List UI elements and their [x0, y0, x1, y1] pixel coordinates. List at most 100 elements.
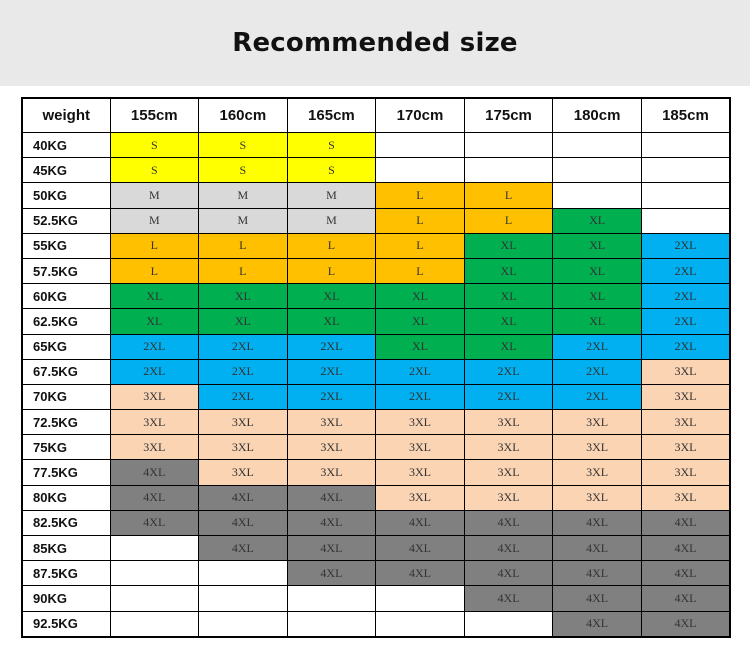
- size-cell: 3XL: [109, 409, 200, 436]
- table-row: 90KG 4XL 4XL 4XL: [21, 585, 731, 612]
- size-cell: XL: [552, 257, 642, 285]
- weight-cell: 87.5KG: [21, 560, 111, 587]
- size-cell: 3XL: [375, 484, 465, 511]
- size-cell: XL: [463, 308, 554, 335]
- size-cell: 4XL: [552, 534, 642, 562]
- table-row: 57.5KG L L L L XL XL 2XL: [21, 257, 731, 285]
- size-cell: [286, 585, 377, 612]
- title-banner: Recommended size: [0, 0, 750, 86]
- table-row: 55KG L L L L XL XL 2XL: [21, 232, 731, 259]
- size-cell: 2XL: [463, 383, 554, 411]
- size-cell: 3XL: [552, 459, 642, 486]
- weight-cell: 80KG: [21, 484, 111, 511]
- size-cell: [375, 131, 465, 159]
- size-cell: 2XL: [552, 383, 642, 411]
- size-cell: XL: [552, 232, 642, 259]
- size-cell: L: [286, 257, 377, 285]
- size-cell: 4XL: [552, 585, 642, 612]
- size-cell: XL: [463, 333, 554, 360]
- page-title: Recommended size: [232, 28, 518, 58]
- size-cell: 4XL: [286, 509, 377, 537]
- size-cell: L: [463, 182, 554, 209]
- weight-cell: 62.5KG: [21, 308, 111, 335]
- weight-cell: 72.5KG: [21, 409, 111, 436]
- size-cell: 3XL: [463, 409, 554, 436]
- size-cell: L: [375, 182, 465, 209]
- column-header-height: 165cm: [286, 97, 377, 133]
- size-cell: 4XL: [109, 484, 200, 511]
- size-cell: L: [198, 257, 288, 285]
- size-cell: 2XL: [552, 333, 642, 360]
- size-cell: 4XL: [552, 560, 642, 587]
- size-cell: 3XL: [286, 434, 377, 461]
- size-cell: XL: [286, 283, 377, 310]
- size-cell: 4XL: [552, 610, 642, 638]
- header-row: weight 155cm 160cm 165cm 170cm 175cm 180…: [21, 97, 731, 133]
- weight-cell: 85KG: [21, 534, 111, 562]
- size-cell: 4XL: [640, 509, 731, 537]
- size-cell: L: [375, 257, 465, 285]
- size-cell: XL: [286, 308, 377, 335]
- table-row: 50KG M M M L L: [21, 182, 731, 209]
- size-cell: 3XL: [552, 409, 642, 436]
- size-cell: 3XL: [640, 459, 731, 486]
- size-cell: S: [109, 131, 200, 159]
- weight-cell: 65KG: [21, 333, 111, 360]
- size-cell: 3XL: [640, 409, 731, 436]
- size-cell: 4XL: [286, 484, 377, 511]
- table-row: 70KG 3XL 2XL 2XL 2XL 2XL 2XL 3XL: [21, 383, 731, 411]
- column-header-height: 185cm: [640, 97, 731, 133]
- size-cell: 4XL: [463, 560, 554, 587]
- size-cell: L: [198, 232, 288, 259]
- weight-cell: 70KG: [21, 383, 111, 411]
- table-row: 82.5KG 4XL 4XL 4XL 4XL 4XL 4XL 4XL: [21, 509, 731, 537]
- table-row: 92.5KG 4XL 4XL: [21, 610, 731, 638]
- table-row: 65KG 2XL 2XL 2XL XL XL 2XL 2XL: [21, 333, 731, 360]
- size-cell: 3XL: [198, 434, 288, 461]
- size-cell: XL: [375, 283, 465, 310]
- size-cell: 4XL: [640, 610, 731, 638]
- size-cell: 4XL: [375, 534, 465, 562]
- size-cell: XL: [552, 308, 642, 335]
- size-cell: 3XL: [463, 434, 554, 461]
- size-cell: [198, 610, 288, 638]
- size-cell: 4XL: [109, 459, 200, 486]
- size-cell: [198, 560, 288, 587]
- size-cell: 3XL: [552, 434, 642, 461]
- size-cell: [463, 131, 554, 159]
- size-cell: XL: [463, 257, 554, 285]
- size-cell: XL: [198, 283, 288, 310]
- weight-cell: 60KG: [21, 283, 111, 310]
- weight-cell: 77.5KG: [21, 459, 111, 486]
- table-row: 75KG 3XL 3XL 3XL 3XL 3XL 3XL 3XL: [21, 434, 731, 461]
- size-cell: [463, 157, 554, 184]
- size-cell: 2XL: [375, 383, 465, 411]
- size-cell: [375, 157, 465, 184]
- column-header-height: 180cm: [552, 97, 642, 133]
- column-header-height: 170cm: [375, 97, 465, 133]
- size-cell: XL: [375, 333, 465, 360]
- size-cell: 3XL: [198, 409, 288, 436]
- size-cell: S: [198, 157, 288, 184]
- column-header-height: 155cm: [109, 97, 200, 133]
- size-cell: [375, 585, 465, 612]
- size-cell: S: [286, 157, 377, 184]
- size-cell: M: [109, 207, 200, 234]
- table-row: 67.5KG 2XL 2XL 2XL 2XL 2XL 2XL 3XL: [21, 358, 731, 385]
- size-cell: 3XL: [198, 459, 288, 486]
- size-cell: 4XL: [198, 484, 288, 511]
- table-row: 77.5KG 4XL 3XL 3XL 3XL 3XL 3XL 3XL: [21, 459, 731, 486]
- size-cell: 4XL: [640, 560, 731, 587]
- column-header-height: 175cm: [463, 97, 554, 133]
- table-row: 52.5KG M M M L L XL: [21, 207, 731, 234]
- size-cell: 3XL: [286, 409, 377, 436]
- size-cell: [109, 585, 200, 612]
- weight-cell: 75KG: [21, 434, 111, 461]
- size-cell: 2XL: [198, 383, 288, 411]
- size-cell: [198, 585, 288, 612]
- table-row: 62.5KG XL XL XL XL XL XL 2XL: [21, 308, 731, 335]
- weight-cell: 40KG: [21, 131, 111, 159]
- size-cell: 4XL: [463, 585, 554, 612]
- size-cell: 2XL: [286, 383, 377, 411]
- size-cell: 3XL: [640, 358, 731, 385]
